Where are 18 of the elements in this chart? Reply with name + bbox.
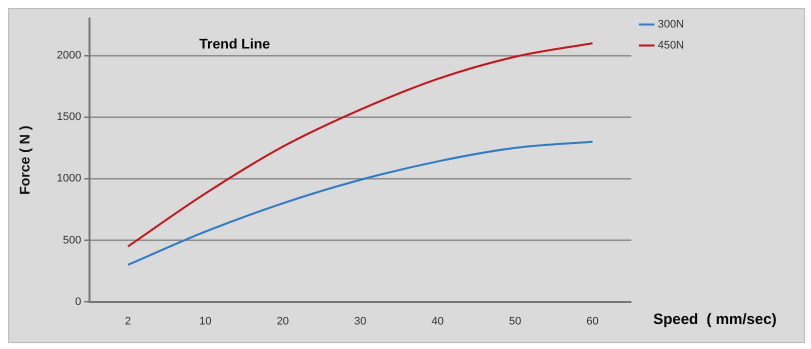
line-series [126, 140, 594, 266]
y-tick-label: 500 [62, 234, 82, 246]
y-tick-label: 2000 [56, 50, 82, 62]
x-axis-title: Speed ( mm/sec) [653, 310, 777, 328]
y-tick-label: 1000 [56, 172, 82, 185]
x-tick-label: 50 [508, 315, 522, 328]
x-tick-label: 20 [276, 315, 289, 328]
y-tick-label: 1500 [56, 111, 82, 124]
y-axis-title: Force ( N ) [16, 126, 32, 195]
x-tick-label: 10 [199, 315, 212, 328]
x-tick-label: 30 [354, 315, 366, 328]
y-tick-label: 0 [75, 296, 82, 308]
legend-label: 450N [658, 40, 684, 52]
x-tick-label: 40 [432, 315, 444, 328]
x-tick-label: 2 [124, 315, 132, 328]
x-tick-label: 60 [586, 315, 599, 328]
annotation: Trend Line [199, 35, 270, 52]
legend-label: 300N [658, 18, 684, 31]
